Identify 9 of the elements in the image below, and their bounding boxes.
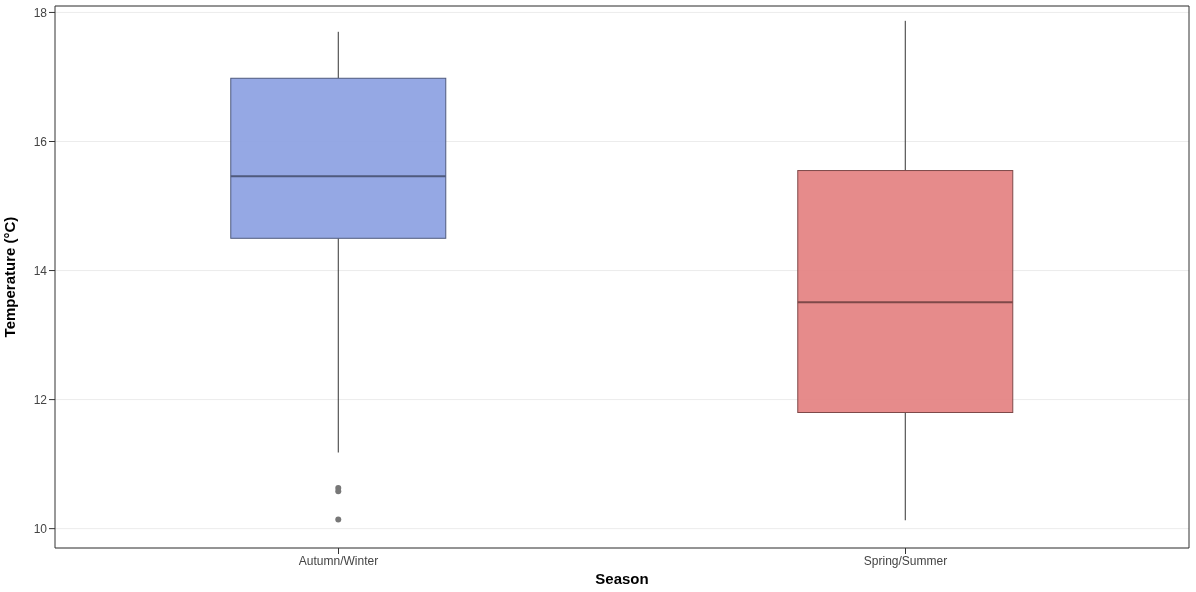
y-tick-label: 12: [33, 392, 48, 407]
y-tick-label: 14: [33, 263, 48, 278]
y-tick-label: 18: [33, 5, 48, 20]
x-tick-label: Spring/Summer: [863, 553, 948, 568]
x-axis-title: Season: [595, 570, 649, 587]
y-axis-title: Temperature (°C): [1, 216, 19, 338]
y-tick-label: 10: [33, 521, 48, 536]
y-tick-label: 16: [33, 134, 48, 149]
x-tick-label: Autumn/Winter: [298, 553, 379, 568]
